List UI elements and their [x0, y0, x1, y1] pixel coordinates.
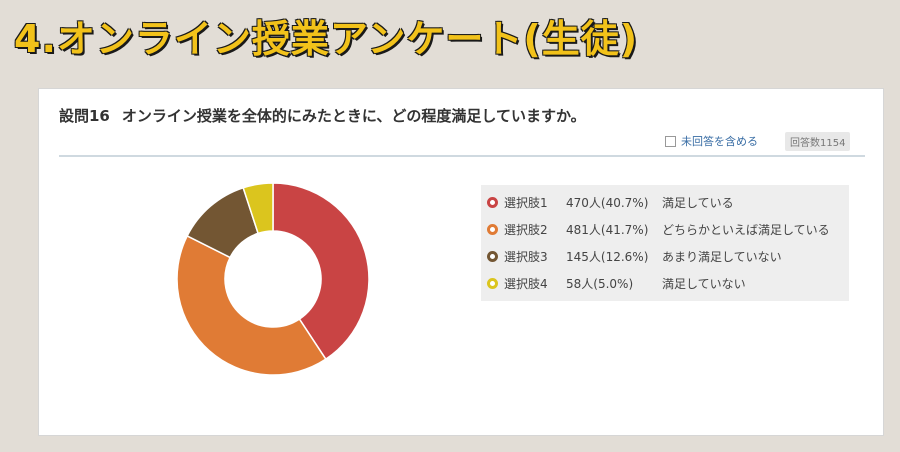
legend-label: 選択肢4	[504, 277, 548, 291]
include-unanswered-checkbox[interactable]	[665, 135, 676, 147]
legend-label: 選択肢3	[504, 250, 548, 264]
legend-description: 満足していない	[662, 277, 746, 291]
legend-value: 58人(5.0%)	[566, 277, 634, 291]
survey-card: 設問16 オンライン授業を全体的にみたときに、どの程度満足していますか。 未回答を…	[38, 88, 884, 436]
include-unanswered-toggle[interactable]: 未回答を含める	[665, 133, 758, 149]
legend-marker-icon	[487, 251, 498, 262]
legend-label: 選択肢2	[504, 223, 548, 237]
include-unanswered-label: 未回答を含める	[681, 135, 758, 148]
question-title: 設問16 オンライン授業を全体的にみたときに、どの程度満足していますか。	[59, 105, 586, 126]
legend-value: 481人(41.7%)	[566, 223, 649, 237]
donut-slice-4	[242, 182, 274, 235]
legend-description: あまり満足していない	[662, 250, 782, 264]
legend-value: 470人(40.7%)	[566, 196, 649, 210]
legend-value: 145人(12.6%)	[566, 250, 649, 264]
donut-chart	[176, 182, 370, 376]
legend-marker-icon	[487, 278, 498, 289]
legend-row-1: 選択肢1 470人(40.7%) 満足している	[481, 189, 849, 216]
legend-row-4: 選択肢4 58人(5.0%) 満足していない	[481, 270, 849, 297]
response-count-badge: 回答数1154	[785, 132, 851, 151]
chart-legend: 選択肢1 470人(40.7%) 満足している選択肢2 481人(41.7%) どちらか…	[481, 185, 849, 301]
legend-marker-icon	[487, 224, 498, 235]
legend-description: どちらかといえば満足している	[662, 223, 830, 237]
slide-title: 4.オンライン授業アンケート(生徒)	[14, 17, 639, 61]
divider	[59, 155, 865, 157]
legend-row-3: 選択肢3 145人(12.6%) あまり満足していない	[481, 243, 849, 270]
legend-description: 満足している	[662, 196, 734, 210]
question-number: 設問16	[59, 107, 110, 125]
question-text: オンライン授業を全体的にみたときに、どの程度満足していますか。	[121, 107, 586, 125]
legend-row-2: 選択肢2 481人(41.7%) どちらかといえば満足している	[481, 216, 849, 243]
donut-slice-1	[272, 182, 370, 361]
legend-marker-icon	[487, 197, 498, 208]
donut-slice-2	[176, 234, 327, 376]
legend-label: 選択肢1	[504, 196, 548, 210]
